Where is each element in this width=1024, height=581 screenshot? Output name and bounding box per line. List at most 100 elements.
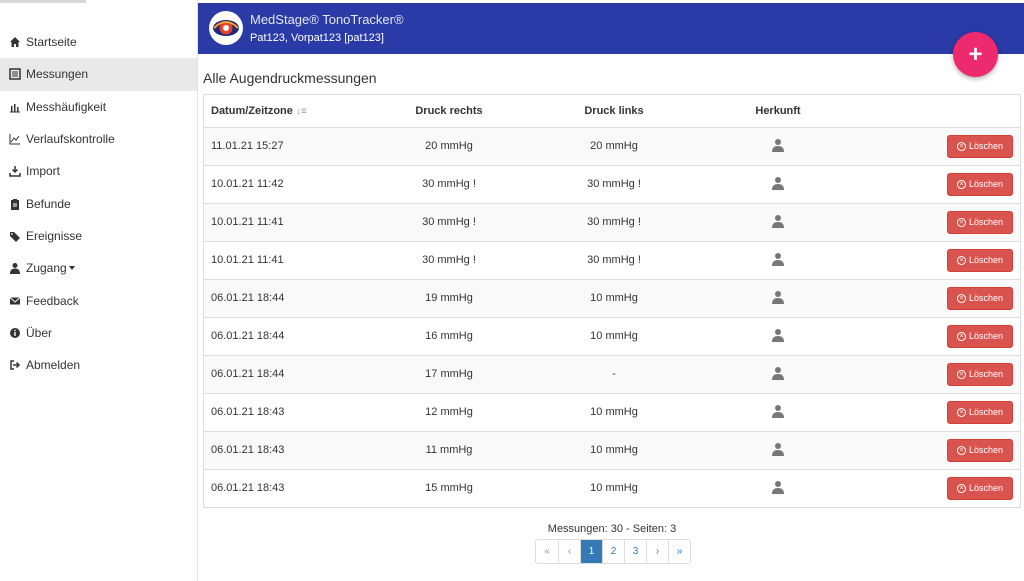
delete-label: Löschen bbox=[968, 483, 1004, 494]
cell-date: 06.01.21 18:43 bbox=[204, 430, 364, 469]
cell-date: 10.01.21 11:41 bbox=[204, 202, 364, 241]
delete-button[interactable]: × Löschen bbox=[947, 210, 1013, 234]
sidebar-item-label: Zugang bbox=[26, 261, 67, 276]
cell-date: 06.01.21 18:44 bbox=[204, 354, 364, 393]
close-circle-icon: × bbox=[956, 179, 966, 189]
table-row: 10.01.21 11:41 30 mmHg ! 30 mmHg ! × Löschen bbox=[204, 202, 1020, 241]
cell-origin bbox=[694, 468, 862, 507]
cell-right-pressure: 17 mmHg bbox=[364, 354, 534, 393]
page-link[interactable]: 1 bbox=[580, 540, 602, 563]
sidebar-item-zugang[interactable]: Zugang bbox=[0, 252, 197, 284]
cell-right-pressure: 11 mmHg bbox=[364, 430, 534, 469]
info-icon bbox=[8, 326, 22, 340]
close-circle-icon: × bbox=[956, 331, 966, 341]
cell-left-pressure: 10 mmHg bbox=[534, 468, 694, 507]
measurements-table: Datum/Zeitzone ↓≡ Druck rechts Druck link… bbox=[203, 94, 1021, 508]
cell-origin bbox=[694, 164, 862, 203]
sidebar-item-ereignisse[interactable]: Ereignisse bbox=[0, 220, 197, 252]
user-icon bbox=[8, 261, 22, 275]
caret-down-icon bbox=[68, 266, 75, 271]
delete-button[interactable]: × Löschen bbox=[947, 400, 1013, 424]
delete-button[interactable]: × Löschen bbox=[947, 172, 1013, 196]
table-row: 10.01.21 11:42 30 mmHg ! 30 mmHg ! × Löschen bbox=[204, 164, 1020, 203]
cell-origin bbox=[694, 240, 862, 279]
sidebar-item-label: Messhäufigkeit bbox=[26, 99, 107, 114]
cell-origin bbox=[694, 202, 862, 241]
cell-date: 06.01.21 18:44 bbox=[204, 278, 364, 317]
sidebar-top-line bbox=[0, 0, 86, 3]
cell-left-pressure: 10 mmHg bbox=[534, 278, 694, 317]
cell-action: × Löschen bbox=[862, 392, 1020, 431]
cell-left-pressure: - bbox=[534, 354, 694, 393]
cell-right-pressure: 16 mmHg bbox=[364, 316, 534, 355]
cell-right-pressure: 30 mmHg ! bbox=[364, 202, 534, 241]
add-measurement-button[interactable]: + bbox=[953, 32, 998, 77]
delete-button[interactable]: × Löschen bbox=[947, 362, 1013, 386]
delete-label: Löschen bbox=[968, 407, 1004, 417]
delete-button[interactable]: × Löschen bbox=[947, 248, 1013, 272]
app-logo bbox=[209, 11, 243, 45]
cell-right-pressure: 19 mmHg bbox=[364, 278, 534, 317]
cell-origin bbox=[694, 430, 862, 469]
cell-origin bbox=[694, 278, 862, 317]
home-icon bbox=[8, 35, 22, 49]
column-date[interactable]: Datum/Zeitzone ↓≡ bbox=[204, 95, 364, 128]
close-circle-icon: × bbox=[956, 369, 966, 379]
cell-origin bbox=[694, 126, 862, 165]
sidebar-item-verlaufskontrolle[interactable]: Verlaufskontrolle bbox=[0, 123, 197, 155]
bar-chart-icon bbox=[8, 100, 22, 114]
sidebar: Startseite Messungen Messhäufigkeit Verlauf… bbox=[0, 0, 198, 581]
delete-button[interactable]: × Löschen bbox=[947, 324, 1013, 348]
delete-label: Löschen bbox=[968, 369, 1004, 379]
pagination: «‹ 1 2 3 ›» bbox=[535, 539, 691, 564]
sidebar-item-label: Feedback bbox=[26, 293, 79, 308]
table-row: 06.01.21 18:43 11 mmHg 10 mmHg × Löschen bbox=[204, 430, 1020, 469]
sidebar-item-über[interactable]: Über bbox=[0, 317, 197, 349]
cell-right-pressure: 15 mmHg bbox=[364, 468, 534, 507]
sidebar-item-messhäufigkeit[interactable]: Messhäufigkeit bbox=[0, 91, 197, 123]
cell-action: × Löschen bbox=[862, 354, 1020, 393]
person-icon bbox=[771, 366, 785, 380]
sidebar-item-befunde[interactable]: Befunde bbox=[0, 187, 197, 219]
delete-button[interactable]: × Löschen bbox=[947, 134, 1013, 158]
delete-label: Löschen bbox=[968, 141, 1004, 151]
sidebar-item-messungen[interactable]: Messungen bbox=[0, 58, 197, 91]
line-chart-icon bbox=[8, 132, 22, 146]
cell-right-pressure: 30 mmHg ! bbox=[364, 240, 534, 279]
cell-left-pressure: 30 mmHg ! bbox=[534, 202, 694, 241]
column-actions bbox=[862, 95, 1020, 128]
sidebar-item-feedback[interactable]: Feedback bbox=[0, 284, 197, 316]
sidebar-item-label: Befunde bbox=[26, 196, 71, 211]
sidebar-item-label: Startseite bbox=[26, 35, 77, 50]
sidebar-item-import[interactable]: Import bbox=[0, 155, 197, 187]
page-link[interactable]: 2 bbox=[602, 540, 624, 563]
sidebar-item-startseite[interactable]: Startseite bbox=[0, 26, 197, 58]
delete-button[interactable]: × Löschen bbox=[947, 476, 1013, 500]
table-row: 10.01.21 11:41 30 mmHg ! 30 mmHg ! × Löschen bbox=[204, 240, 1020, 279]
sidebar-item-label: Messungen bbox=[26, 67, 89, 82]
close-circle-icon: × bbox=[956, 407, 966, 417]
cell-left-pressure: 10 mmHg bbox=[534, 430, 694, 469]
page-link[interactable]: » bbox=[668, 540, 690, 563]
sidebar-item-abmelden[interactable]: Abmelden bbox=[0, 349, 197, 381]
table-row: 06.01.21 18:43 15 mmHg 10 mmHg × Löschen bbox=[204, 468, 1020, 507]
close-circle-icon: × bbox=[956, 293, 966, 303]
column-left: Druck links bbox=[534, 95, 694, 128]
column-right: Druck rechts bbox=[364, 95, 534, 128]
person-icon bbox=[771, 252, 785, 266]
page-link[interactable]: 3 bbox=[624, 540, 646, 563]
sidebar-item-label: Import bbox=[26, 164, 61, 179]
delete-button[interactable]: × Löschen bbox=[947, 286, 1013, 310]
person-icon bbox=[771, 176, 785, 190]
page-link[interactable]: ‹ bbox=[558, 540, 580, 563]
page-link[interactable]: « bbox=[536, 540, 558, 563]
cell-action: × Löschen bbox=[862, 126, 1020, 165]
delete-label: Löschen bbox=[968, 217, 1004, 227]
app-header: MedStage® TonoTracker® Pat123, Vorpat123… bbox=[198, 3, 1024, 54]
cell-left-pressure: 10 mmHg bbox=[534, 316, 694, 355]
delete-button[interactable]: × Löschen bbox=[947, 438, 1013, 462]
page-link[interactable]: › bbox=[646, 540, 668, 563]
table-row: 06.01.21 18:44 19 mmHg 10 mmHg × Löschen bbox=[204, 278, 1020, 317]
cell-date: 06.01.21 18:44 bbox=[204, 316, 364, 355]
sort-icon[interactable]: ↓≡ bbox=[295, 105, 307, 117]
